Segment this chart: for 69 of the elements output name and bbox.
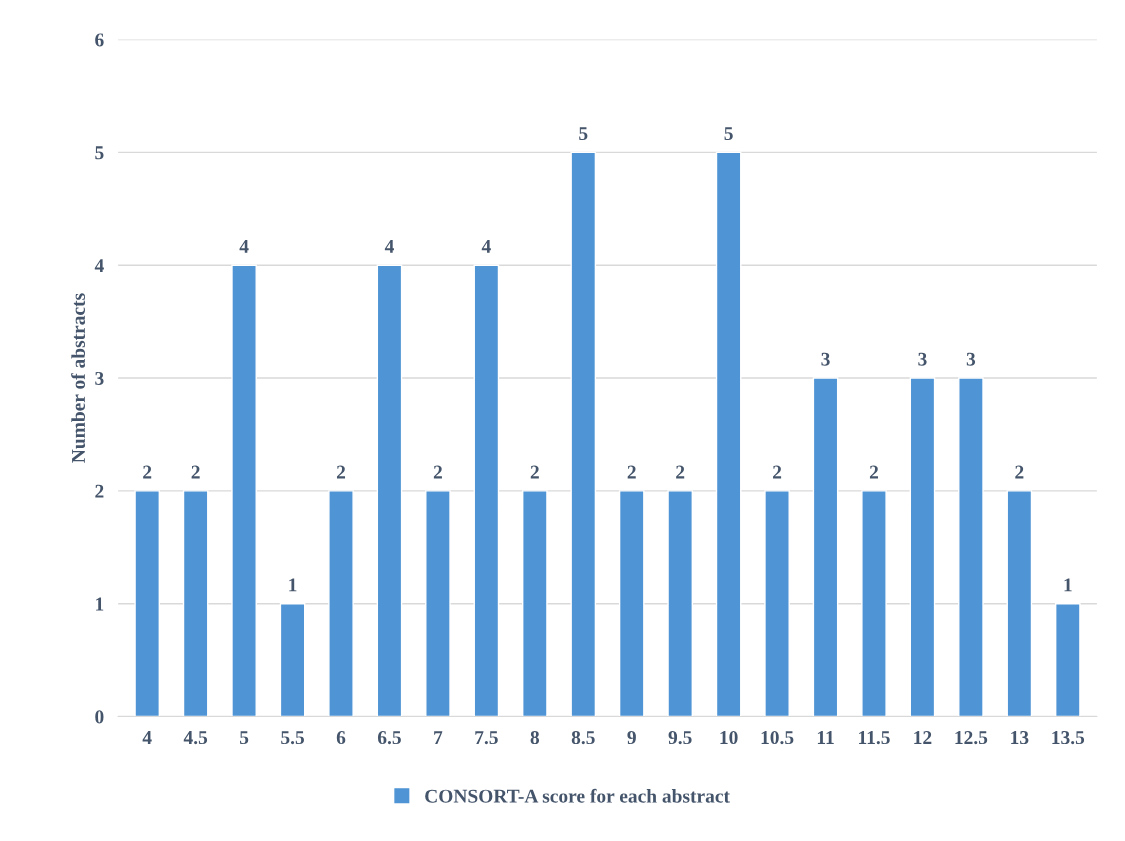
x-tick-label: 9 xyxy=(627,731,636,745)
data-label: 3 xyxy=(966,352,976,366)
x-tick-label: 12 xyxy=(914,731,932,744)
data-label: 1 xyxy=(289,578,297,592)
data-label: 2 xyxy=(1015,465,1024,479)
data-label: 2 xyxy=(869,465,879,479)
x-tick-label: 6 xyxy=(336,731,346,745)
y-tick-label: 4 xyxy=(94,259,104,272)
bar xyxy=(958,377,984,717)
data-label: 4 xyxy=(239,239,249,253)
x-tick-label: 13 xyxy=(1011,731,1029,745)
bar xyxy=(618,490,645,717)
bar xyxy=(764,490,790,717)
x-tick-label: 11 xyxy=(817,731,834,744)
data-label: 4 xyxy=(384,239,394,253)
bar xyxy=(812,377,839,717)
x-tick-label: 7 xyxy=(434,731,443,744)
y-tick-label: 6 xyxy=(95,33,104,47)
x-tick-label: 12.5 xyxy=(955,731,988,745)
y-tick-label: 3 xyxy=(95,371,104,385)
data-label: 5 xyxy=(579,127,588,141)
data-label: 3 xyxy=(918,352,927,366)
x-tick-label: 4.5 xyxy=(183,731,208,745)
bar xyxy=(328,490,354,717)
x-tick-label: 7.5 xyxy=(475,731,498,745)
x-tick-label: 8.5 xyxy=(571,730,595,745)
bar xyxy=(570,151,597,717)
x-tick-label: 4 xyxy=(142,731,152,744)
data-label: 2 xyxy=(143,465,152,479)
bar xyxy=(231,264,257,717)
data-label: 2 xyxy=(336,465,346,479)
data-label: 2 xyxy=(773,465,782,479)
bar xyxy=(376,264,403,717)
y-axis-title: Number of abstracts xyxy=(71,293,86,463)
bar xyxy=(1006,490,1033,717)
bar xyxy=(473,264,500,717)
x-tick-label: 8 xyxy=(530,730,540,745)
x-tick-label: 13.5 xyxy=(1052,731,1085,745)
y-tick-label: 1 xyxy=(96,597,104,611)
bar xyxy=(522,490,548,717)
data-label: 5 xyxy=(724,127,733,141)
y-tick-label: 0 xyxy=(95,710,104,724)
y-tick-label: 2 xyxy=(95,484,104,498)
bar xyxy=(667,490,693,717)
x-tick-label: 10 xyxy=(720,730,738,745)
x-tick-label: 5 xyxy=(240,731,249,745)
x-tick-label: 6.5 xyxy=(377,731,401,745)
data-label: 2 xyxy=(433,465,442,479)
bar xyxy=(1054,603,1081,717)
bar xyxy=(279,603,306,717)
data-label: 2 xyxy=(627,465,636,479)
bar xyxy=(909,377,936,717)
x-tick-label: 5.5 xyxy=(281,731,304,745)
data-label: 1 xyxy=(1064,578,1072,592)
bar xyxy=(425,490,451,717)
bar xyxy=(861,490,887,717)
data-label: 4 xyxy=(481,239,491,253)
data-label: 2 xyxy=(530,465,539,479)
bar xyxy=(182,490,209,717)
data-label: 2 xyxy=(676,465,685,479)
bar xyxy=(715,151,742,717)
data-label: 2 xyxy=(191,465,200,479)
x-tick-label: 9.5 xyxy=(668,731,692,745)
y-tick-label: 5 xyxy=(95,146,104,160)
x-tick-label: 10.5 xyxy=(761,730,794,745)
x-tick-label: 11.5 xyxy=(859,731,890,745)
bar xyxy=(134,490,161,717)
data-label: 3 xyxy=(821,352,830,366)
legend-label: CONSORT-A score for each abstract xyxy=(425,788,730,803)
